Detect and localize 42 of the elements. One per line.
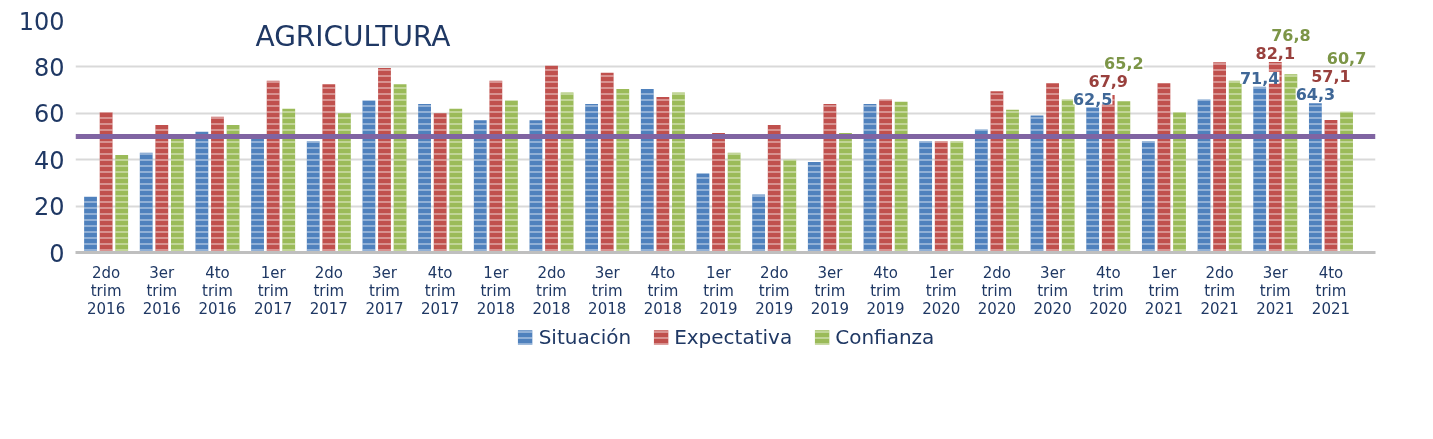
x-tick-label: 3er trim 2020	[1033, 263, 1072, 318]
x-tick-label: 2do trim 2017	[309, 263, 348, 318]
y-tick-label: 80	[33, 53, 65, 82]
data-label: 62,5	[1072, 89, 1113, 109]
x-tick-label: 1er trim 2021	[1144, 263, 1184, 318]
x-tick-label: 1er trim 2018	[476, 263, 515, 318]
chart-title: AGRICULTURA	[255, 19, 451, 53]
x-tick-label: 4to trim 2018	[643, 263, 682, 318]
data-label: 76,8	[1271, 26, 1311, 46]
x-tick-label: 1er trim 2017	[254, 263, 293, 318]
y-tick-label: 40	[33, 146, 65, 175]
x-tick-label: 3er trim 2018	[588, 263, 627, 318]
x-tick-label: 1er trim 2019	[699, 263, 738, 318]
y-tick-label: 20	[33, 193, 65, 222]
x-tick-label: 3er trim 2017	[365, 263, 404, 318]
x-tick-label: 2do trim 2016	[87, 263, 126, 318]
x-tick-label: 2do trim 2020	[977, 263, 1017, 318]
x-tick-label: 2do trim 2018	[532, 263, 571, 318]
x-tick-label: 3er trim 2021	[1256, 263, 1295, 318]
x-tick-label: 4to trim 2021	[1311, 263, 1351, 318]
data-label: 82,1	[1255, 44, 1296, 64]
data-label: 57,1	[1311, 67, 1351, 87]
x-tick-label: 2do trim 2019	[755, 263, 794, 318]
y-tick-label: 60	[33, 100, 65, 129]
x-tick-label: 2do trim 2021	[1200, 263, 1239, 318]
y-tick-label: 0	[49, 239, 65, 268]
x-tick-label: 1er trim 2020	[922, 263, 961, 318]
data-label: 64,3	[1295, 85, 1336, 105]
legend-label: Expectativa	[674, 325, 793, 349]
data-label: 67,9	[1088, 71, 1129, 91]
data-label: 65,2	[1104, 53, 1144, 73]
x-tick-label: 4to trim 2017	[421, 263, 460, 318]
y-tick-label: 100	[18, 7, 65, 36]
legend-label: Confianza	[835, 325, 935, 349]
x-tick-label: 4to trim 2019	[866, 263, 905, 318]
data-label: 60,7	[1326, 49, 1367, 69]
x-tick-label: 4to trim 2016	[198, 263, 237, 318]
legend-label: Situación	[538, 325, 632, 349]
data-label: 71,4	[1239, 68, 1280, 88]
x-tick-label: 4to trim 2020	[1089, 263, 1128, 318]
x-tick-label: 3er trim 2019	[810, 263, 849, 318]
x-tick-label: 3er trim 2016	[142, 263, 181, 318]
